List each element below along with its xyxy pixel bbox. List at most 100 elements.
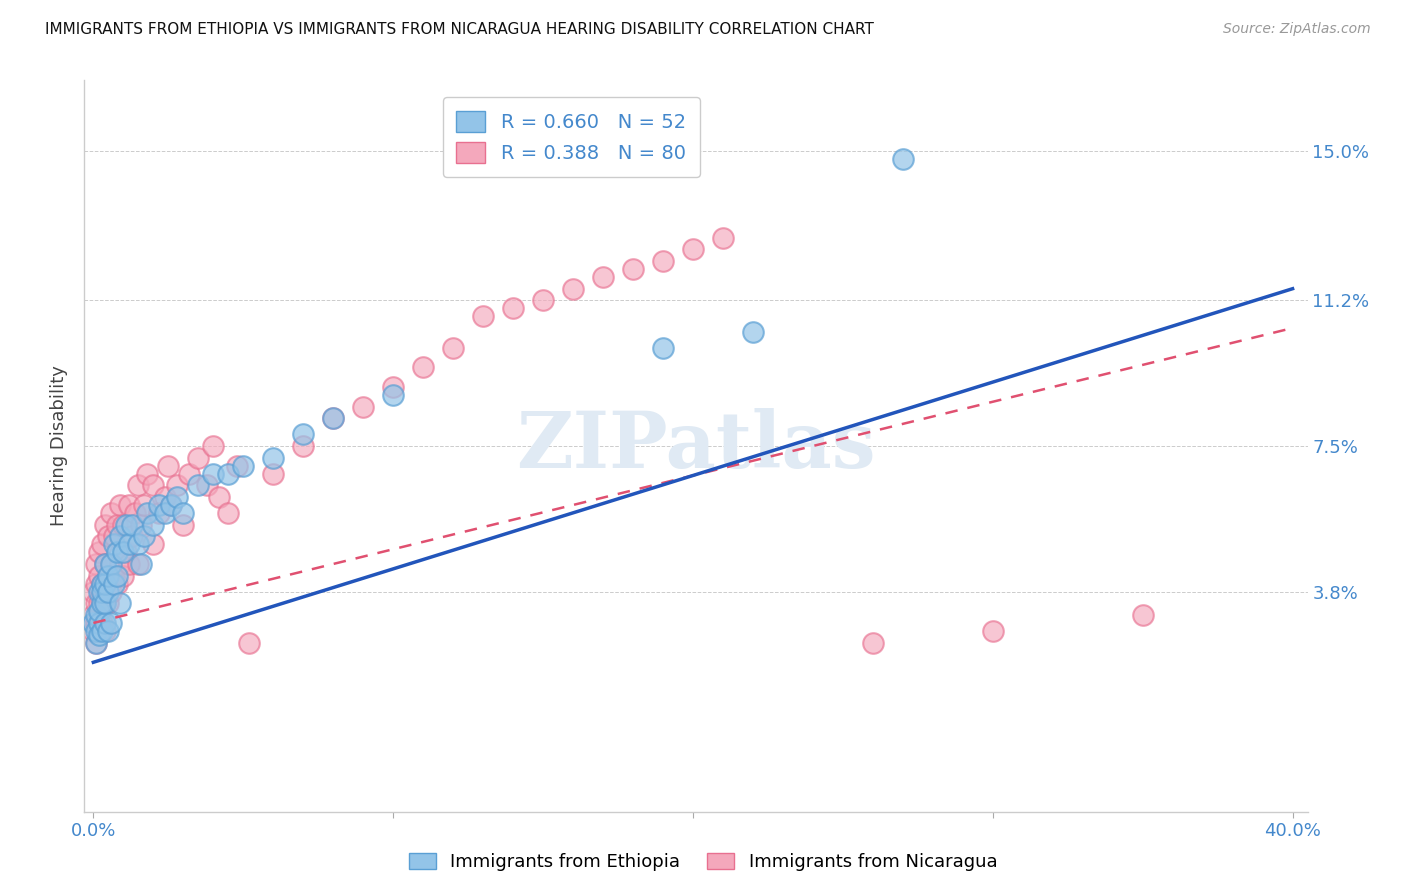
Point: [118, 557, 141, 571]
Point: [94, 557, 117, 571]
Text: Source: ZipAtlas.com: Source: ZipAtlas.com: [1223, 22, 1371, 37]
Point: [134, 529, 156, 543]
Point: [91, 596, 114, 610]
Point: [105, 545, 128, 559]
Point: [94, 517, 117, 532]
Point: [89, 608, 111, 623]
Point: [352, 400, 374, 414]
Point: [100, 557, 122, 571]
Point: [105, 517, 128, 532]
Point: [94, 615, 117, 630]
Point: [682, 243, 704, 257]
Point: [89, 568, 111, 582]
Point: [131, 517, 153, 532]
Text: IMMIGRANTS FROM ETHIOPIA VS IMMIGRANTS FROM NICARAGUA HEARING DISABILITY CORRELA: IMMIGRANTS FROM ETHIOPIA VS IMMIGRANTS F…: [45, 22, 875, 37]
Point: [711, 230, 734, 244]
Point: [238, 635, 260, 649]
Point: [91, 576, 114, 591]
Point: [208, 490, 231, 504]
Point: [226, 458, 249, 473]
Point: [97, 568, 120, 582]
Point: [97, 624, 120, 638]
Point: [412, 360, 434, 375]
Point: [292, 427, 315, 442]
Point: [322, 411, 344, 425]
Y-axis label: Hearing Disability: Hearing Disability: [51, 366, 69, 526]
Point: [172, 506, 194, 520]
Point: [103, 537, 125, 551]
Point: [86, 615, 108, 630]
Point: [531, 293, 554, 308]
Point: [91, 615, 114, 630]
Point: [382, 388, 405, 402]
Point: [97, 529, 120, 543]
Point: [652, 341, 675, 355]
Point: [110, 529, 132, 543]
Point: [91, 596, 114, 610]
Point: [86, 624, 108, 638]
Point: [103, 576, 125, 591]
Point: [97, 596, 120, 610]
Point: [262, 467, 284, 481]
Point: [136, 467, 159, 481]
Point: [89, 545, 111, 559]
Point: [166, 490, 188, 504]
Point: [621, 262, 644, 277]
Point: [86, 596, 108, 610]
Point: [652, 254, 675, 268]
Point: [155, 506, 177, 520]
Point: [172, 517, 194, 532]
Point: [105, 576, 128, 591]
Point: [94, 576, 117, 591]
Point: [121, 517, 143, 532]
Point: [112, 545, 135, 559]
Point: [187, 450, 209, 465]
Point: [592, 269, 614, 284]
Point: [89, 604, 111, 618]
Point: [91, 624, 114, 638]
Point: [322, 411, 344, 425]
Point: [86, 635, 108, 649]
Point: [441, 341, 464, 355]
Point: [100, 557, 122, 571]
Point: [217, 467, 239, 481]
Point: [124, 506, 146, 520]
Point: [112, 568, 135, 582]
Point: [91, 537, 114, 551]
Point: [105, 568, 128, 582]
Point: [94, 596, 117, 610]
Point: [127, 478, 149, 492]
Point: [891, 152, 914, 166]
Point: [195, 478, 218, 492]
Point: [86, 576, 108, 591]
Point: [202, 439, 225, 453]
Point: [121, 529, 143, 543]
Point: [89, 596, 111, 610]
Point: [82, 608, 104, 623]
Point: [100, 506, 122, 520]
Point: [112, 517, 135, 532]
Point: [110, 557, 132, 571]
Point: [981, 624, 1004, 638]
Point: [157, 458, 180, 473]
Point: [86, 557, 108, 571]
Point: [262, 450, 284, 465]
Point: [97, 584, 120, 599]
Point: [472, 310, 495, 324]
Point: [100, 615, 122, 630]
Point: [160, 498, 183, 512]
Point: [502, 301, 524, 316]
Point: [160, 498, 183, 512]
Point: [292, 439, 315, 453]
Point: [148, 506, 170, 520]
Point: [134, 498, 156, 512]
Point: [86, 635, 108, 649]
Point: [136, 506, 159, 520]
Point: [1132, 608, 1154, 623]
Point: [232, 458, 254, 473]
Point: [742, 325, 765, 339]
Text: ZIPatlas: ZIPatlas: [516, 408, 876, 484]
Point: [82, 615, 104, 630]
Point: [94, 557, 117, 571]
Point: [142, 478, 165, 492]
